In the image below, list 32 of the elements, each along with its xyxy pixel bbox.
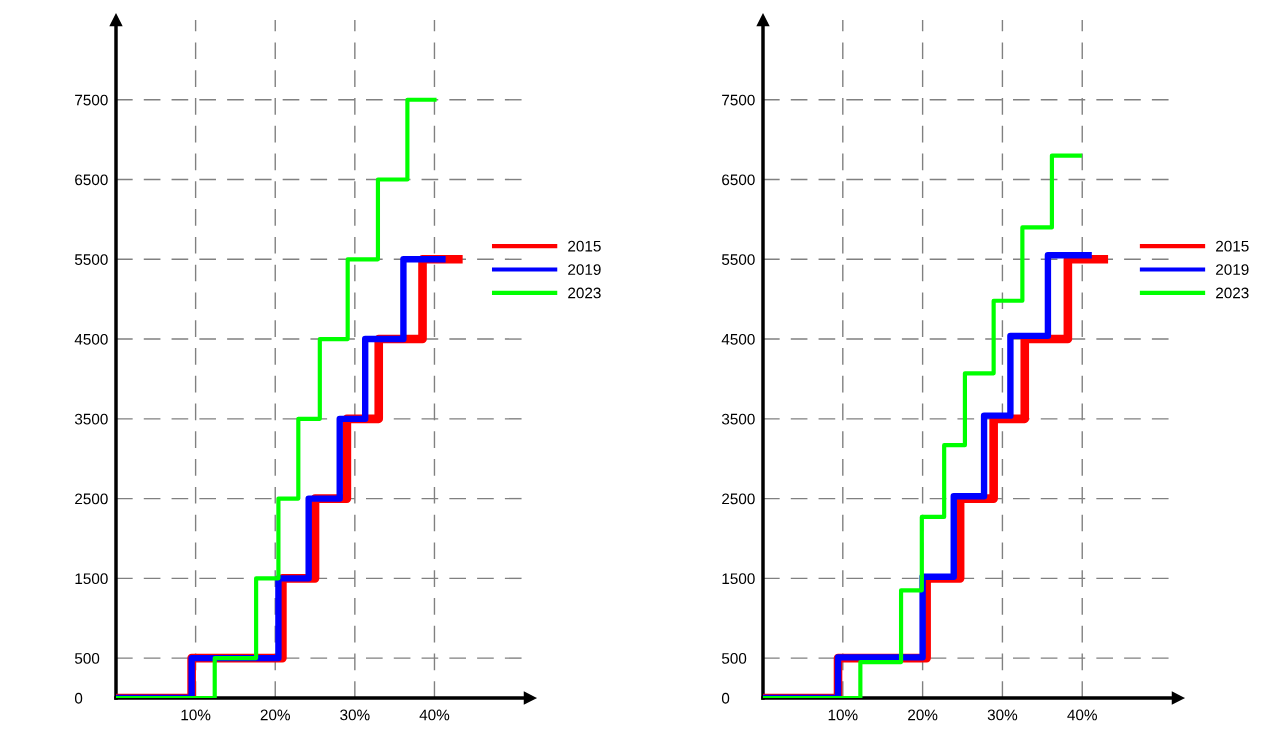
- legend-label: 2023: [1216, 287, 1249, 299]
- x-tick-label: 30%: [340, 709, 370, 721]
- y-tick-label: 1500: [75, 573, 108, 585]
- legend-label: 2023: [568, 287, 601, 299]
- y-tick-label: 4500: [721, 333, 755, 345]
- y-tick-label: 6500: [75, 174, 108, 186]
- y-tick-label: 6500: [722, 174, 755, 186]
- y-tick-label: 5500: [721, 254, 755, 265]
- y-tick-label: 500: [74, 652, 100, 664]
- y-tick-label: 1500: [722, 573, 755, 585]
- x-tick-label: 40%: [419, 709, 450, 721]
- y-tick-label: 7500: [75, 94, 108, 106]
- y-tick-label: 3500: [721, 413, 755, 425]
- y-tick-label: 3500: [74, 413, 108, 425]
- x-tick-label: 10%: [181, 709, 211, 721]
- legend-label: 2019: [568, 264, 601, 275]
- y-tick-label: 2500: [722, 493, 755, 505]
- y-tick-label: 7500: [722, 94, 755, 106]
- x-tick-label: 40%: [1067, 709, 1097, 721]
- y-tick-label: 4500: [74, 333, 108, 345]
- x-tick-label: 10%: [828, 709, 858, 721]
- y-tick-label: 5500: [74, 254, 108, 265]
- y-tick-label: 500: [721, 652, 747, 664]
- x-tick-label: 20%: [908, 709, 938, 721]
- x-tick-label: 20%: [260, 709, 290, 721]
- y-tick-label: 0: [74, 692, 83, 704]
- x-tick-label: 30%: [987, 709, 1018, 721]
- legend-label: 2015: [1216, 240, 1249, 252]
- legend-label: 2015: [568, 240, 601, 252]
- y-tick-label: 2500: [75, 493, 108, 505]
- y-tick-label: 0: [721, 692, 730, 704]
- legend-label: 2019: [1216, 264, 1249, 275]
